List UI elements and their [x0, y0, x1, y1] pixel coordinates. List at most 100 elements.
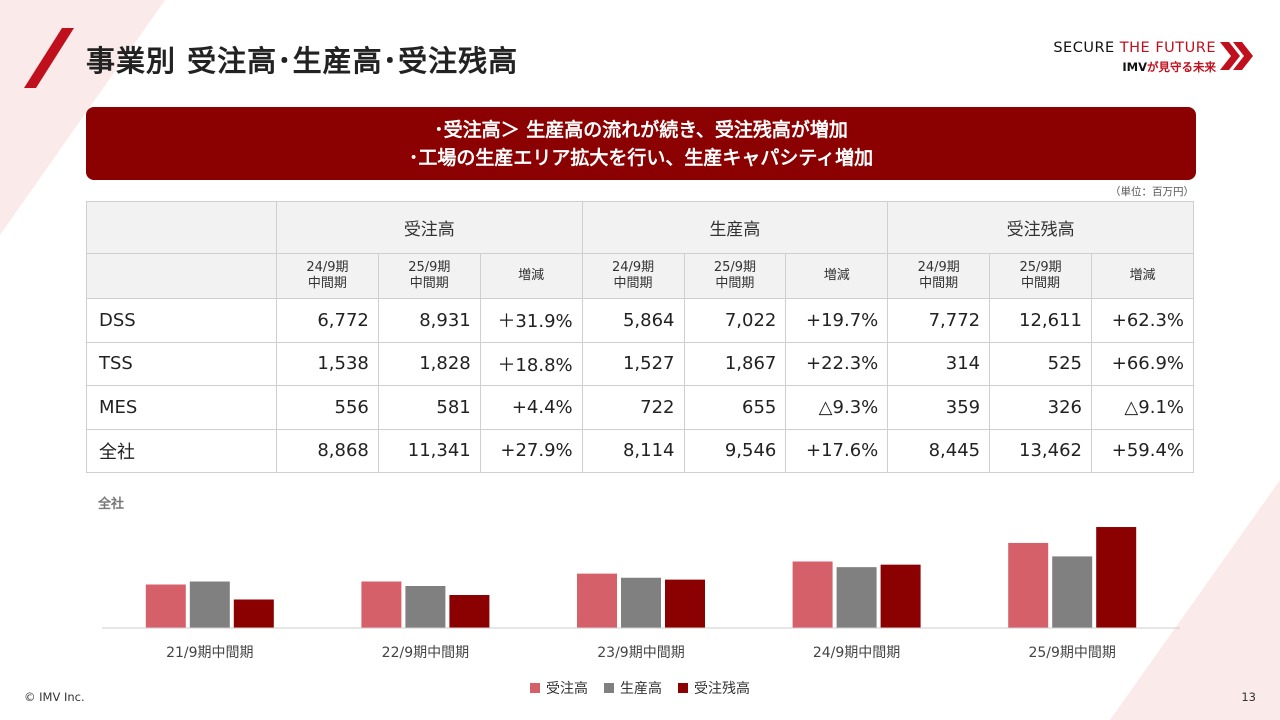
- row-label: TSS: [86, 341, 277, 386]
- table-cell: 5,864: [581, 298, 685, 343]
- bar: [880, 564, 921, 628]
- table-cell: 7,772: [887, 298, 991, 343]
- row-label: 全社: [86, 428, 277, 473]
- bar: [361, 581, 402, 628]
- table-cell: 1,538: [276, 341, 379, 386]
- sub-header-cell: 増減: [479, 253, 583, 299]
- table-cell: 1,828: [377, 341, 481, 386]
- sub-header-cell: 25/9期 中間期: [377, 253, 481, 299]
- sub-header-cell: 増減: [785, 253, 889, 299]
- brand-logo: SECURE THE FUTURE IMVが見守る未来: [1034, 40, 1254, 76]
- table-cell: △9.1%: [1091, 385, 1194, 430]
- table-cell: 1,867: [683, 341, 787, 386]
- x-tick-label: 25/9期中間期: [1028, 645, 1115, 661]
- bar: [405, 586, 446, 628]
- bar: [1052, 556, 1093, 628]
- summary-line-1: ･受注高＞ 生産高の流れが続き、受注残高が増加: [434, 118, 848, 141]
- row-label: MES: [86, 385, 277, 430]
- table-row: TSS 1,538 1,828 ＋18.8% 1,527 1,867 +22.3% 314 52…: [86, 341, 1194, 386]
- bar: [189, 581, 230, 628]
- bar: [577, 573, 617, 628]
- legend-swatch: [678, 683, 688, 693]
- legend-label: 受注高: [546, 681, 588, 697]
- table-cell: +62.3%: [1091, 298, 1194, 343]
- table-cell: 8,931: [377, 298, 481, 343]
- table-row: DSS 6,772 8,931 ＋31.9% 5,864 7,022 +19.7% 7,772…: [86, 298, 1194, 343]
- table-cell: 6,772: [276, 298, 379, 343]
- table-cell: 314: [887, 341, 991, 386]
- table-cell: 655: [683, 385, 787, 430]
- table-cell: +59.4%: [1091, 428, 1194, 473]
- group-header-production: 生産高: [581, 201, 889, 254]
- table-cell: 8,868: [276, 428, 379, 473]
- bar: [145, 584, 186, 628]
- sub-header-cell: 24/9期 中間期: [581, 253, 685, 299]
- group-header-orders: 受注高: [276, 201, 583, 254]
- table-cell: 8,445: [887, 428, 991, 473]
- title-slash-icon: [24, 28, 74, 88]
- page-number: 13: [1241, 690, 1256, 704]
- copyright: © IMV Inc.: [24, 690, 85, 704]
- summary-line-2: ･工場の生産エリア拡大を行い、生産キャパシティ増加: [408, 146, 874, 169]
- sub-header-cell: 24/9期 中間期: [887, 253, 991, 299]
- brand-subtagline: IMVが見守る未来: [1122, 60, 1216, 74]
- bar: [1096, 527, 1137, 628]
- legend-item: 受注高: [530, 678, 588, 698]
- bar: [792, 561, 833, 628]
- table-cell: +27.9%: [479, 428, 583, 473]
- bar: [836, 567, 877, 628]
- table-cell: 12,611: [989, 298, 1092, 343]
- chevron-right-icon: [1220, 42, 1253, 70]
- table-cell: ＋31.9%: [479, 298, 583, 343]
- table-corner: [86, 201, 277, 254]
- summary-banner: ･受注高＞ 生産高の流れが続き、受注残高が増加 ･工場の生産エリア拡大を行い、生…: [86, 107, 1196, 180]
- sub-header-cell: 25/9期 中間期: [683, 253, 787, 299]
- table-cell: ＋18.8%: [479, 341, 583, 386]
- table-cell: 581: [377, 385, 481, 430]
- table-cell: 1,527: [581, 341, 685, 386]
- table-cell: +17.6%: [785, 428, 889, 473]
- legend-swatch: [530, 683, 540, 693]
- table-cell: +22.3%: [785, 341, 889, 386]
- table-cell: △9.3%: [785, 385, 889, 430]
- brand-tagline: SECURE THE FUTURE: [1053, 40, 1216, 56]
- sub-header-cell: 25/9期 中間期: [989, 253, 1092, 299]
- x-tick-label: 21/9期中間期: [166, 645, 253, 661]
- sub-header-cell: 24/9期 中間期: [276, 253, 379, 299]
- table-cell: 8,114: [581, 428, 685, 473]
- table-cell: 13,462: [989, 428, 1092, 473]
- legend-label: 生産高: [620, 681, 662, 697]
- table-cell: 556: [276, 385, 379, 430]
- table-row: 全社 8,868 11,341 +27.9% 8,114 9,546 +17.6% 8,445…: [86, 428, 1194, 473]
- page-title: 事業別 受注高･生産高･受注残高: [86, 44, 519, 78]
- table-cell: 9,546: [683, 428, 787, 473]
- bar: [233, 599, 274, 628]
- table-corner-sub: [86, 253, 277, 299]
- table-cell: +4.4%: [479, 385, 583, 430]
- legend-label: 受注残高: [694, 681, 750, 697]
- bar: [621, 577, 661, 628]
- table-cell: 326: [989, 385, 1092, 430]
- table-cell: 525: [989, 341, 1092, 386]
- group-header-backlog: 受注残高: [887, 201, 1194, 254]
- x-tick-label: 22/9期中間期: [382, 645, 469, 661]
- bar: [449, 595, 490, 628]
- unit-note: （単位：百万円）: [1110, 186, 1194, 198]
- table-cell: +19.7%: [785, 298, 889, 343]
- bar: [665, 579, 705, 628]
- orders-production-backlog-chart: 21/9期中間期 22/9期中間期 23/9期中間期 24/9期中間期 25/9期中間期: [102, 527, 1180, 661]
- legend-item: 生産高: [604, 678, 662, 698]
- legend-item: 受注残高: [678, 678, 750, 698]
- business-results-table: 受注高 生産高 受注残高 24/9期 中間期 25/9期 中間期 増減 24/9期 中…: [86, 201, 1194, 473]
- x-tick-label: 24/9期中間期: [813, 645, 900, 661]
- table-row: MES 556 581 +4.4% 722 655 △9.3% 359 326 △9.1%: [86, 385, 1194, 430]
- table-cell: 722: [581, 385, 685, 430]
- chart-label: 全社: [98, 497, 125, 512]
- legend-swatch: [604, 683, 614, 693]
- row-label: DSS: [86, 298, 277, 343]
- x-tick-label: 23/9期中間期: [597, 645, 684, 661]
- table-cell: 11,341: [377, 428, 481, 473]
- bar: [1008, 542, 1049, 628]
- sub-header-cell: 増減: [1091, 253, 1194, 299]
- table-cell: +66.9%: [1091, 341, 1194, 386]
